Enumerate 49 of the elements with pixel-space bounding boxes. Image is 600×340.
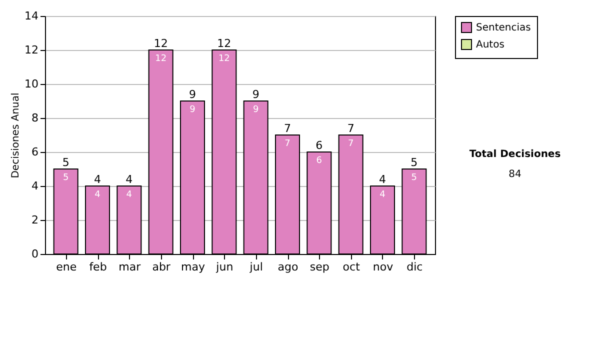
data-label: 5 — [411, 173, 418, 183]
y-tick-label: 0 — [32, 248, 38, 260]
data-label: 5 — [62, 173, 69, 183]
legend-label: Autos — [476, 40, 504, 50]
x-tick-label: dic — [406, 260, 423, 274]
data-label: 12 — [155, 54, 167, 64]
total-label: 9 — [189, 88, 196, 101]
data-label: 12 — [218, 54, 230, 64]
y-tick-label: 6 — [32, 146, 38, 158]
text: Total Decisiones — [469, 149, 561, 160]
total-label: 12 — [217, 37, 232, 50]
x-tick-label: jun — [215, 260, 234, 274]
y-tick-label: 4 — [32, 180, 38, 192]
data-label: 6 — [316, 156, 322, 166]
x-tick-label: jul — [248, 260, 263, 274]
x-tick-label: mar — [118, 260, 142, 274]
y-axis-title: Decisiones Anual — [10, 92, 22, 178]
data-label: 9 — [190, 105, 196, 115]
x-tick-label: nov — [372, 260, 394, 274]
total-label: 9 — [252, 88, 260, 101]
y-tick-label: 2 — [32, 214, 38, 226]
data-label: 7 — [284, 139, 290, 149]
y-tick-label: 8 — [32, 112, 38, 124]
data-label: 4 — [94, 190, 101, 200]
total-label: 7 — [347, 122, 354, 135]
total-label: 12 — [154, 37, 168, 50]
total-label: 7 — [284, 122, 291, 135]
total-label: 6 — [316, 139, 323, 152]
total-label: 4 — [379, 173, 386, 186]
text: 84 — [508, 169, 522, 180]
x-tick-label: oct — [342, 260, 361, 274]
y-tick-label: 10 — [24, 78, 38, 90]
total-label: 4 — [126, 173, 133, 186]
x-tick-label: ene — [56, 260, 77, 274]
y-tick-label: 14 — [24, 10, 38, 22]
data-label: 4 — [380, 190, 386, 200]
x-tick-label: may — [181, 260, 206, 274]
data-label: 7 — [348, 139, 354, 149]
x-tick-label: abr — [152, 260, 171, 274]
data-label: 9 — [252, 105, 259, 115]
legend-label: Sentencias — [476, 22, 531, 34]
y-tick-label: 12 — [24, 44, 38, 56]
x-tick-label: ago — [278, 260, 298, 274]
total-label: 5 — [410, 156, 418, 169]
total-label: 5 — [62, 156, 70, 169]
x-tick-label: feb — [89, 260, 107, 274]
data-label: 4 — [126, 190, 132, 200]
x-tick-label: sep — [310, 260, 330, 274]
total-label: 4 — [94, 173, 101, 186]
